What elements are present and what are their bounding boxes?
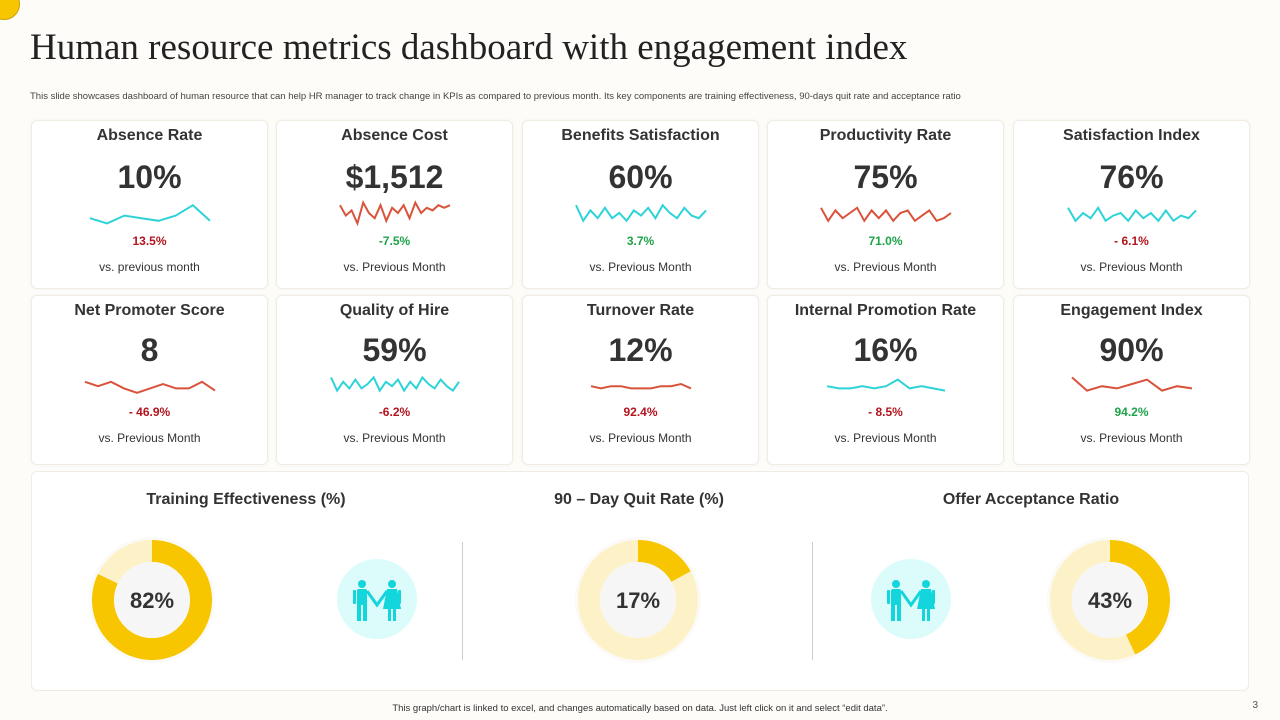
donut-title: 90 – Day Quit Rate (%) (554, 491, 724, 508)
donut-title: Offer Acceptance Ratio (942, 491, 1120, 508)
donut-center (114, 562, 190, 638)
kpi-change: - 46.9% (128, 405, 171, 419)
couple-icon (337, 559, 417, 639)
sparkline (1070, 376, 1192, 392)
donut-value-arc (92, 540, 212, 660)
kpi-comparison: vs. Previous Month (834, 431, 937, 445)
kpi-title: Internal Promotion Rate (794, 302, 977, 319)
kpi-change: -7.5% (378, 234, 411, 248)
donut-center (1072, 562, 1148, 638)
donut-value-arc (578, 540, 698, 660)
kpi-comparison: vs. Previous Month (1080, 260, 1183, 274)
sparkline-line (1066, 205, 1197, 223)
sparkline (329, 375, 460, 393)
kpi-value: 8 (140, 332, 159, 368)
kpi-value: 12% (608, 332, 673, 368)
sparkline (1066, 205, 1197, 223)
sparkline (590, 382, 691, 390)
sparkline-line (89, 203, 211, 225)
kpi-comparison: vs. Previous Month (834, 260, 937, 274)
kpi-change: - 6.1% (1114, 234, 1149, 248)
kpi-card: Absence Cost $1,512 -7.5% vs. Previous M… (276, 120, 513, 289)
kpi-card: Quality of Hire 59% -6.2% vs. Previous M… (276, 295, 513, 465)
kpi-change: 13.5% (132, 234, 167, 248)
sparkline (574, 203, 707, 223)
kpi-card: Satisfaction Index 76% - 6.1% vs. Previo… (1013, 120, 1250, 289)
sparkline-line (826, 378, 945, 392)
donut-value-arc (1050, 540, 1170, 660)
kpi-comparison: vs. Previous Month (589, 431, 692, 445)
kpi-comparison: vs. Previous Month (589, 260, 692, 274)
donut-chart: 82% (89, 537, 215, 663)
divider (812, 542, 813, 660)
donut-chart: 43% (1047, 537, 1173, 663)
kpi-value: 16% (853, 332, 918, 368)
kpi-card: Net Promoter Score 8 - 46.9% vs. Previou… (31, 295, 268, 465)
corner-decoration (0, 0, 20, 20)
kpi-change: 92.4% (623, 405, 658, 419)
kpi-change: 71.0% (868, 234, 903, 248)
kpi-change: -6.2% (378, 405, 411, 419)
sparkline-line (574, 203, 707, 223)
kpi-value: 76% (1099, 159, 1164, 195)
kpi-change: 3.7% (626, 234, 655, 248)
kpi-value: 59% (362, 332, 427, 368)
sparkline-line (819, 206, 952, 223)
couple-icon (871, 559, 951, 639)
sparkline (826, 378, 945, 392)
donut-title: Training Effectiveness (%) (146, 491, 346, 508)
kpi-comparison: vs. Previous Month (343, 260, 446, 274)
sparkline-line (1070, 376, 1192, 392)
kpi-card: Engagement Index 90% 94.2% vs. Previous … (1013, 295, 1250, 465)
kpi-card: Benefits Satisfaction 60% 3.7% vs. Previ… (522, 120, 759, 289)
kpi-value: 75% (853, 159, 918, 195)
kpi-title: Benefits Satisfaction (561, 127, 720, 144)
page-title: Human resource metrics dashboard with en… (30, 27, 908, 68)
kpi-value: $1,512 (345, 159, 444, 195)
page-number: 3 (1252, 700, 1258, 711)
sparkline-line (338, 199, 450, 227)
kpi-comparison: vs. Previous Month (98, 431, 201, 445)
kpi-change: - 8.5% (868, 405, 903, 419)
donut-chart: 17% (575, 537, 701, 663)
kpi-comparison: vs. previous month (99, 260, 200, 274)
kpi-comparison: vs. Previous Month (343, 431, 446, 445)
donut-label: 43% (1088, 588, 1132, 613)
kpi-card: Absence Rate 10% 13.5% vs. previous mont… (31, 120, 268, 289)
sparkline-line (590, 382, 691, 390)
footer-note: This graph/chart is linked to excel, and… (392, 703, 888, 714)
kpi-title: Quality of Hire (339, 302, 450, 319)
page-subtitle: This slide showcases dashboard of human … (30, 91, 961, 102)
kpi-value: 10% (117, 159, 182, 195)
kpi-change: 94.2% (1114, 405, 1149, 419)
kpi-title: Engagement Index (1060, 302, 1203, 319)
kpi-title: Productivity Rate (819, 127, 952, 144)
kpi-card: Internal Promotion Rate 16% - 8.5% vs. P… (767, 295, 1004, 465)
kpi-value: 90% (1099, 332, 1164, 368)
kpi-comparison: vs. Previous Month (1080, 431, 1183, 445)
donut-center (600, 562, 676, 638)
sparkline (338, 199, 450, 227)
kpi-title: Net Promoter Score (74, 302, 225, 319)
sparkline (84, 380, 216, 394)
kpi-card: Productivity Rate 75% 71.0% vs. Previous… (767, 120, 1004, 289)
sparkline (89, 203, 211, 225)
sparkline-line (84, 380, 216, 394)
sparkline (819, 206, 952, 223)
kpi-title: Absence Rate (96, 127, 203, 144)
kpi-title: Turnover Rate (586, 302, 695, 319)
donut-label: 82% (130, 588, 174, 613)
kpi-title: Satisfaction Index (1063, 127, 1200, 144)
kpi-value: 60% (608, 159, 673, 195)
donut-label: 17% (616, 588, 660, 613)
kpi-title: Absence Cost (341, 127, 448, 144)
sparkline-line (329, 375, 460, 393)
divider (462, 542, 463, 660)
kpi-card: Turnover Rate 12% 92.4% vs. Previous Mon… (522, 295, 759, 465)
